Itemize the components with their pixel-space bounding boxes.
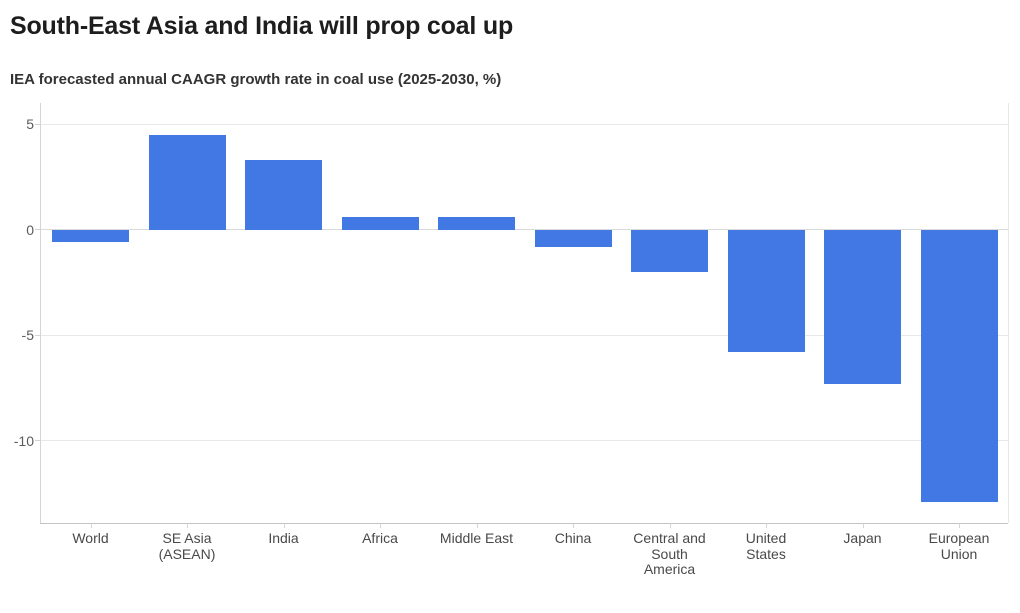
bar-africa bbox=[341, 216, 419, 230]
y-axis-tick bbox=[35, 440, 40, 442]
bar-japan bbox=[824, 229, 901, 384]
category-label-line: Central and bbox=[633, 530, 706, 546]
bar-india bbox=[245, 159, 322, 230]
x-axis-tick bbox=[476, 523, 478, 528]
category-label-middle-east: Middle East bbox=[427, 530, 527, 547]
category-label-line: America bbox=[643, 561, 696, 577]
category-label-central-and-south-america: Central and South America bbox=[620, 530, 720, 578]
y-tick-label: 5 bbox=[26, 116, 34, 133]
category-label-european-union: European Union bbox=[909, 530, 1009, 562]
bar-middle-east bbox=[438, 216, 515, 230]
category-label-line: Africa bbox=[362, 530, 398, 546]
category-label-world: World bbox=[41, 530, 141, 547]
category-label-line: South bbox=[651, 545, 688, 562]
bar-european-union bbox=[920, 229, 998, 502]
y-tick-label: -10 bbox=[13, 432, 34, 449]
y-axis-tick bbox=[35, 229, 40, 231]
y-gridline bbox=[40, 440, 1008, 442]
category-label-line: States bbox=[746, 545, 786, 562]
category-label-india: India bbox=[234, 530, 334, 547]
y-axis-line bbox=[40, 103, 41, 523]
x-axis-tick bbox=[862, 523, 864, 528]
x-axis-tick bbox=[283, 523, 285, 528]
category-label-china: China bbox=[523, 530, 623, 547]
x-axis-tick bbox=[959, 523, 960, 528]
y-tick-label: -5 bbox=[21, 327, 34, 344]
bar-central-and-south-america bbox=[631, 229, 708, 272]
category-label-line: World bbox=[72, 530, 109, 546]
y-gridline bbox=[40, 334, 1008, 336]
category-label-line: United bbox=[745, 530, 787, 546]
category-label-line: India bbox=[268, 530, 299, 546]
category-label-line: (ASEAN) bbox=[158, 545, 216, 562]
y-axis-tick bbox=[35, 123, 40, 125]
category-label-africa: Africa bbox=[330, 530, 430, 547]
y-tick-label: 0 bbox=[26, 221, 34, 238]
category-label-japan: Japan bbox=[813, 530, 913, 547]
x-axis-line bbox=[40, 523, 1008, 524]
zero-gridline bbox=[40, 229, 1008, 231]
x-axis-tick bbox=[669, 523, 671, 528]
bar-united-states bbox=[727, 229, 805, 353]
chart-title: South-East Asia and India will prop coal… bbox=[10, 12, 514, 40]
category-label-line: Union bbox=[940, 545, 978, 562]
x-axis-tick bbox=[187, 523, 188, 528]
x-axis-tick bbox=[90, 523, 92, 528]
category-label-line: China bbox=[554, 530, 592, 546]
category-label-se-asia-asean-: SE Asia (ASEAN) bbox=[137, 530, 237, 562]
bar-se-asia-asean- bbox=[148, 134, 226, 230]
bar-china bbox=[534, 229, 612, 247]
category-label-united-states: United States bbox=[716, 530, 816, 562]
y-gridline bbox=[40, 123, 1008, 125]
category-label-line: Middle East bbox=[439, 530, 514, 546]
category-label-line: Japan bbox=[843, 530, 882, 546]
x-axis-tick bbox=[380, 523, 381, 528]
bar-world bbox=[52, 229, 129, 243]
x-axis-tick bbox=[766, 523, 767, 528]
plot-right-border bbox=[1008, 103, 1009, 523]
x-axis-tick bbox=[573, 523, 574, 528]
category-label-line: European bbox=[928, 530, 990, 546]
chart-subtitle: IEA forecasted annual CAAGR growth rate … bbox=[10, 71, 502, 88]
y-axis-tick bbox=[35, 334, 40, 336]
category-label-line: SE Asia bbox=[162, 530, 212, 546]
